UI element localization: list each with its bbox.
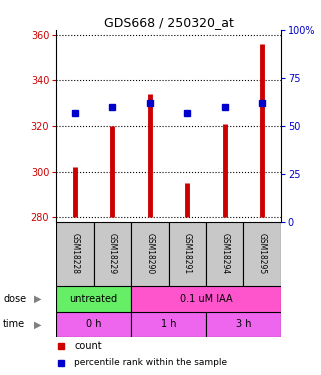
Text: GSM18228: GSM18228 (70, 234, 79, 274)
Title: GDS668 / 250320_at: GDS668 / 250320_at (104, 16, 233, 29)
Text: 0.1 uM IAA: 0.1 uM IAA (180, 294, 232, 304)
Text: 3 h: 3 h (236, 320, 251, 329)
Bar (56, 312, 131, 337)
Text: GSM18229: GSM18229 (108, 233, 117, 274)
Text: GSM18291: GSM18291 (183, 233, 192, 274)
Text: 1 h: 1 h (161, 320, 176, 329)
Bar (56, 222, 94, 286)
Bar (131, 286, 281, 312)
Bar (131, 312, 206, 337)
Text: untreated: untreated (70, 294, 118, 304)
Text: GSM18294: GSM18294 (220, 233, 229, 274)
Text: count: count (74, 340, 102, 351)
Text: GSM18295: GSM18295 (258, 233, 267, 274)
Text: dose: dose (3, 294, 26, 304)
Bar (169, 222, 206, 286)
Text: percentile rank within the sample: percentile rank within the sample (74, 358, 227, 367)
Text: 0 h: 0 h (86, 320, 101, 329)
Bar (94, 222, 131, 286)
Bar (243, 222, 281, 286)
Text: GSM18290: GSM18290 (145, 233, 154, 274)
Bar (206, 222, 243, 286)
Bar (56, 286, 131, 312)
Text: ▶: ▶ (34, 320, 41, 329)
Text: time: time (3, 320, 25, 329)
Bar (131, 222, 169, 286)
Bar (206, 312, 281, 337)
Text: ▶: ▶ (34, 294, 41, 304)
